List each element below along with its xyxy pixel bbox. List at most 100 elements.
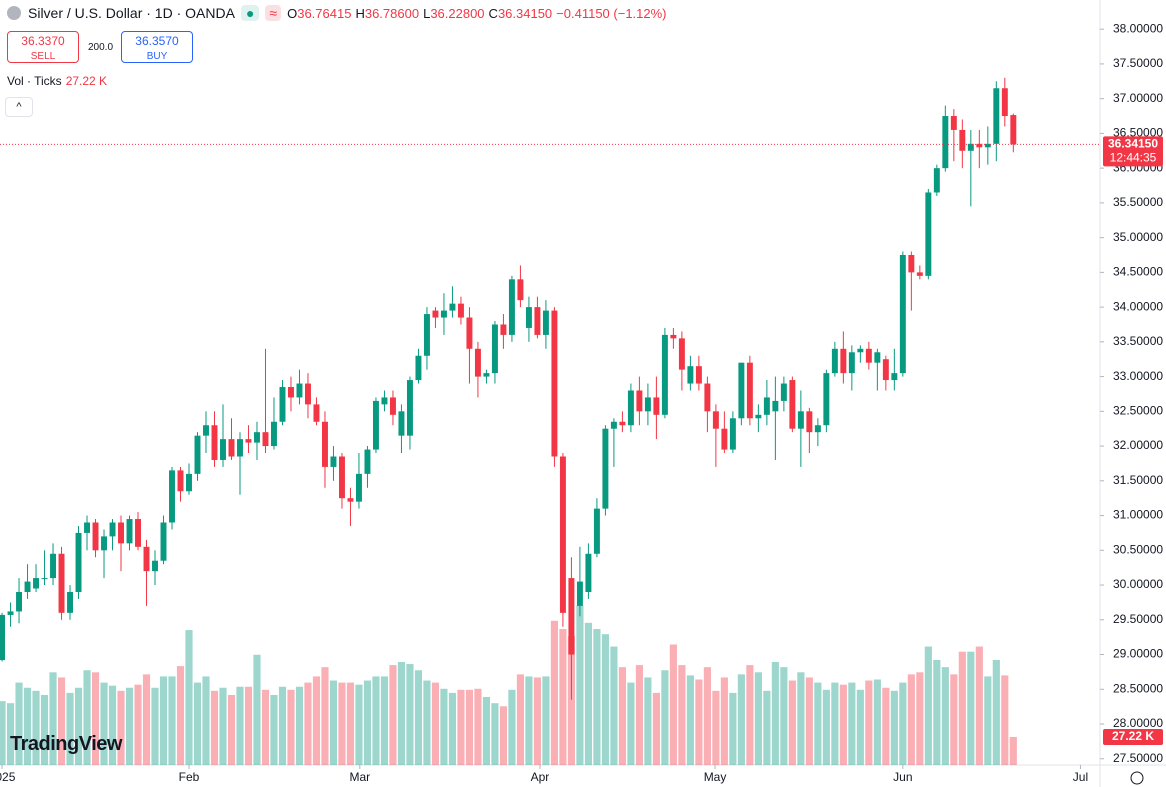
candle-body bbox=[491, 324, 498, 374]
session-icon[interactable]: ≈ bbox=[265, 5, 282, 21]
sell-button[interactable]: 36.3370 SELL bbox=[7, 31, 79, 63]
volume-bar bbox=[559, 629, 567, 765]
candle-body bbox=[602, 428, 609, 509]
volume-bar bbox=[389, 665, 397, 765]
volume-bar bbox=[644, 677, 652, 765]
y-tick-label: 30.50000 bbox=[1113, 542, 1163, 556]
candle-body bbox=[806, 411, 813, 433]
candle-body bbox=[508, 279, 515, 335]
volume-bar bbox=[321, 667, 329, 765]
volume-bar bbox=[253, 654, 261, 765]
candle-body bbox=[585, 553, 592, 592]
ohlc-key: H bbox=[355, 5, 365, 21]
candle-body bbox=[483, 373, 490, 377]
candle-body bbox=[525, 307, 532, 328]
candle-body bbox=[33, 578, 40, 589]
volume-bar bbox=[108, 685, 117, 765]
volume-bar bbox=[593, 629, 601, 765]
volume-bar bbox=[40, 694, 49, 765]
ohlc-key: L bbox=[423, 5, 431, 21]
volume-bar bbox=[533, 677, 541, 765]
volume-bar bbox=[729, 692, 737, 765]
candle-body bbox=[211, 425, 218, 460]
volume-bar bbox=[142, 674, 151, 765]
candle-body bbox=[925, 192, 932, 276]
candle-body bbox=[950, 116, 957, 130]
change: −0.41150 (−1.12%) bbox=[556, 5, 667, 21]
candle-body bbox=[644, 397, 651, 412]
volume-bar bbox=[287, 689, 295, 765]
volume-bar bbox=[525, 676, 533, 765]
candle-body bbox=[840, 348, 847, 374]
ohlc-key: O bbox=[287, 5, 298, 21]
volume-bar bbox=[797, 672, 805, 765]
volume-bar bbox=[431, 682, 440, 765]
candle-body bbox=[24, 581, 31, 592]
candle-body bbox=[976, 143, 983, 148]
last-price-label: 36.34150 bbox=[1108, 137, 1158, 151]
status-icon[interactable]: ● bbox=[240, 5, 260, 21]
volume-bar bbox=[270, 694, 278, 765]
volume-bar bbox=[686, 675, 694, 765]
candle-body bbox=[177, 470, 184, 492]
candle-body bbox=[109, 522, 116, 537]
candle-body bbox=[423, 314, 430, 356]
candle-body bbox=[500, 324, 507, 335]
y-tick-label: 38.00000 bbox=[1113, 21, 1163, 35]
candle-body bbox=[763, 397, 770, 415]
volume-bar bbox=[601, 634, 609, 765]
volume-bar bbox=[134, 684, 142, 765]
volume-bar bbox=[916, 672, 924, 765]
spread: 200.0 bbox=[88, 42, 114, 53]
candle-body bbox=[92, 522, 99, 551]
candle-body bbox=[279, 387, 286, 422]
candle-body bbox=[364, 449, 371, 474]
volume-bar bbox=[32, 690, 40, 765]
volume-bar bbox=[567, 636, 575, 765]
settings-icon[interactable] bbox=[1130, 771, 1144, 785]
candle-body bbox=[440, 310, 447, 318]
candle-body bbox=[0, 614, 6, 661]
collapse-button[interactable]: ^ bbox=[5, 97, 33, 117]
candle-body bbox=[746, 362, 753, 419]
candle-body bbox=[288, 387, 294, 398]
candle-body bbox=[101, 536, 107, 551]
candle-body bbox=[687, 366, 694, 384]
y-tick-label: 33.50000 bbox=[1113, 334, 1163, 348]
volume-bar bbox=[57, 677, 66, 765]
volume-bar bbox=[933, 659, 941, 765]
candle-body bbox=[16, 591, 23, 612]
candle-body bbox=[636, 390, 643, 412]
candle-body bbox=[916, 272, 923, 276]
volume-bar bbox=[780, 667, 788, 765]
volume-bar bbox=[210, 690, 219, 765]
candle-body bbox=[406, 380, 413, 436]
volume-bar bbox=[703, 667, 711, 765]
volume-bar bbox=[83, 670, 91, 765]
y-tick-label: 35.50000 bbox=[1113, 195, 1163, 209]
candle-body bbox=[75, 532, 82, 592]
volume-bar bbox=[967, 651, 975, 765]
candle-body bbox=[389, 397, 396, 415]
volume-bar bbox=[848, 682, 856, 765]
y-tick-label: 27.50000 bbox=[1113, 751, 1163, 765]
volume-bar bbox=[312, 676, 321, 765]
volume-bar bbox=[423, 680, 431, 765]
candle-body bbox=[576, 581, 583, 606]
buy-button[interactable]: 36.3570 BUY bbox=[121, 31, 193, 63]
candle-body bbox=[517, 279, 524, 301]
symbol-title[interactable]: Silver / U.S. Dollar · 1D · OANDA bbox=[28, 5, 235, 21]
volume-bar bbox=[661, 670, 669, 765]
volume-bar bbox=[584, 622, 592, 765]
volume-bar bbox=[168, 676, 176, 765]
volume-bar bbox=[839, 684, 847, 765]
volume-axis-label: 27.22 K bbox=[1112, 729, 1154, 743]
volume-bar bbox=[899, 682, 907, 765]
volume-label-box bbox=[1103, 728, 1163, 745]
volume-bar bbox=[635, 665, 643, 765]
volume-bar bbox=[882, 687, 890, 765]
candle-body bbox=[789, 380, 796, 429]
volume-bar bbox=[924, 646, 932, 765]
volume-bar bbox=[295, 686, 304, 765]
x-tick-label: Jun bbox=[893, 770, 912, 784]
